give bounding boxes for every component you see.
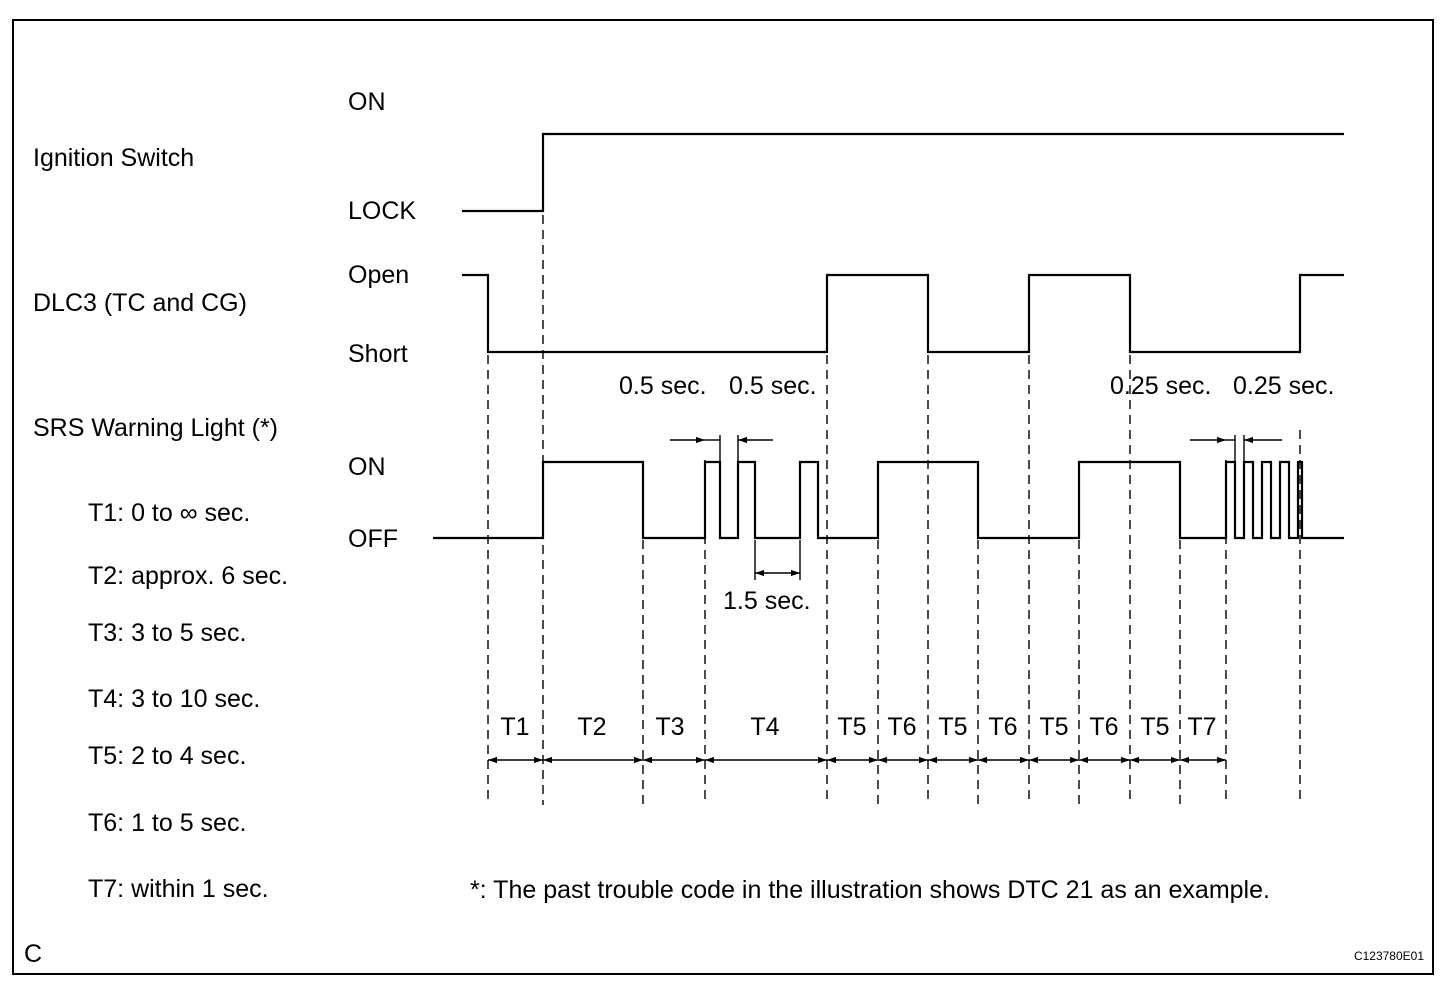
period-label-t7: T7 [1187, 713, 1216, 741]
period-label-t1: T1 [500, 713, 529, 741]
srs-off-level: OFF [348, 525, 398, 553]
dlc3-open-level: Open [348, 261, 409, 289]
slow-on-duration: 0.5 sec. [619, 372, 707, 400]
period-label-t2: T2 [577, 713, 606, 741]
footnote: *: The past trouble code in the illustra… [470, 876, 1270, 904]
slow-blink-dimensions [670, 435, 801, 580]
srs-on-level: ON [348, 453, 386, 481]
ignition-switch-waveform [462, 132, 1344, 213]
period-label-t6: T6 [1089, 713, 1118, 741]
period-label-t6: T6 [887, 713, 916, 741]
ignition-switch-label: Ignition Switch [33, 144, 194, 172]
timing-definition-t3: T3: 3 to 5 sec. [88, 619, 246, 647]
corner-letter: C [24, 940, 42, 968]
period-label-t5: T5 [1140, 713, 1169, 741]
timing-definition-t4: T4: 3 to 10 sec. [88, 685, 260, 713]
figure-id: C123780E01 [1354, 949, 1424, 963]
timing-definition-t6: T6: 1 to 5 sec. [88, 809, 246, 837]
period-label-t5: T5 [1039, 713, 1068, 741]
ignition-lock-level: LOCK [348, 197, 416, 225]
fast-off-duration: 0.25 sec. [1233, 372, 1334, 400]
period-label-t6: T6 [988, 713, 1017, 741]
period-label-t3: T3 [655, 713, 684, 741]
period-label-t5: T5 [837, 713, 866, 741]
srs-warning-light-waveform [433, 460, 1344, 540]
dlc3-short-level: Short [348, 340, 408, 368]
timing-definition-t7: T7: within 1 sec. [88, 875, 269, 903]
time-markers [487, 215, 1301, 805]
ignition-on-level: ON [348, 88, 386, 116]
fast-on-duration: 0.25 sec. [1110, 372, 1211, 400]
timing-definition-t5: T5: 2 to 4 sec. [88, 742, 246, 770]
timing-definition-t2: T2: approx. 6 sec. [88, 562, 288, 590]
slow-off-duration: 0.5 sec. [729, 372, 817, 400]
srs-warning-light-label: SRS Warning Light (*) [33, 414, 278, 442]
period-label-t5: T5 [938, 713, 967, 741]
period-label-t4: T4 [750, 713, 779, 741]
diagram-frame [12, 19, 1434, 975]
fast-blink-dimensions [1190, 435, 1282, 462]
timing-definition-t1: T1: 0 to ∞ sec. [88, 499, 250, 527]
slow-gap-duration: 1.5 sec. [723, 587, 811, 615]
dlc3-waveform [462, 273, 1344, 354]
dlc3-label: DLC3 (TC and CG) [33, 289, 247, 317]
